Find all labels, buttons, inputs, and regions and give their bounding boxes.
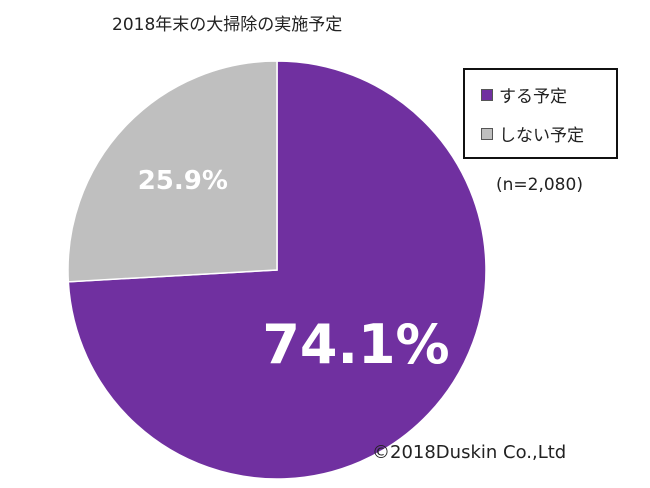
pie-slice-1 <box>67 60 278 283</box>
legend-item-yes: する予定 <box>481 82 567 107</box>
sample-size-note: (n=2,080) <box>496 175 583 195</box>
chart-title: 2018年末の大掃除の実施予定 <box>112 15 343 35</box>
legend-swatch-no <box>481 127 493 140</box>
legend-label-yes: する予定 <box>499 87 567 107</box>
pie-label-0: 74.1% <box>262 313 449 376</box>
legend-swatch-yes <box>481 88 493 101</box>
legend: する予定 しない予定 <box>463 68 618 159</box>
pie-label-1: 25.9% <box>138 166 228 196</box>
legend-item-no: しない予定 <box>481 121 584 146</box>
legend-label-no: しない予定 <box>499 126 584 146</box>
copyright-text: ©2018Duskin Co.,Ltd <box>372 442 567 463</box>
